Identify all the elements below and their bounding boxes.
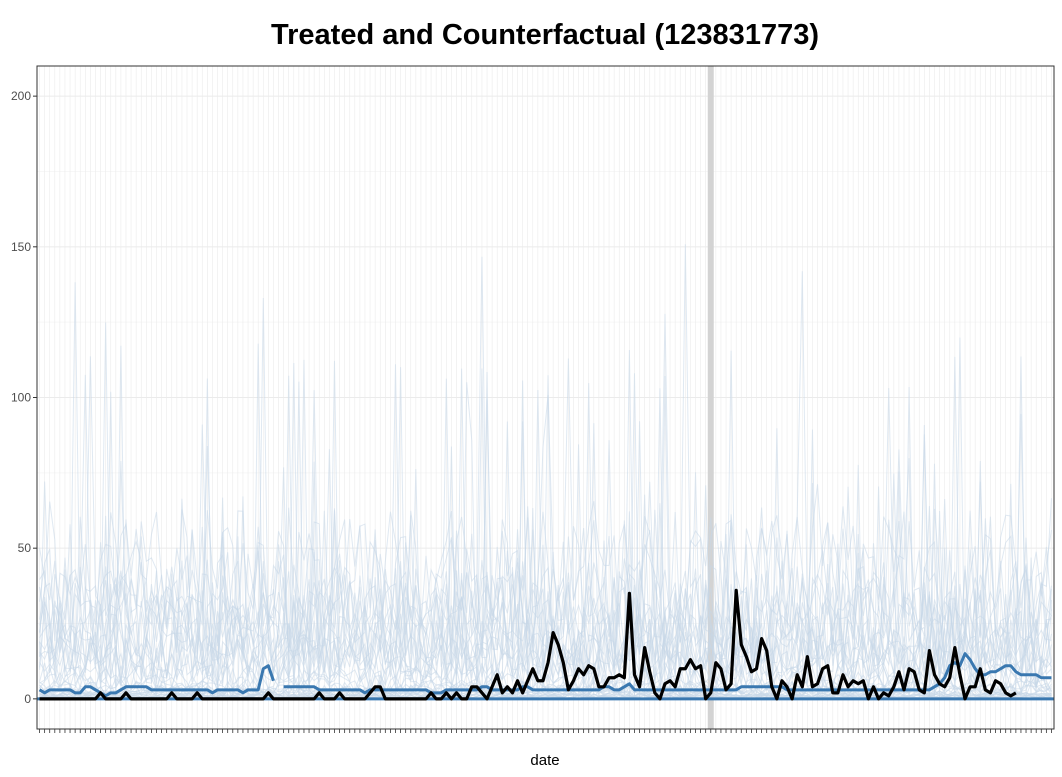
y-tick-label: 50	[18, 541, 32, 555]
control-series-line	[39, 557, 1052, 682]
y-tick-label: 0	[24, 692, 31, 706]
treated-line	[39, 588, 1017, 701]
control-series-line	[39, 244, 1052, 665]
x-axis-title: date	[530, 752, 559, 769]
control-series-line	[39, 399, 1052, 663]
control-series-line	[39, 282, 1052, 680]
y-axis: 0 50 100 150 200	[11, 89, 37, 706]
plot-panel	[36, 65, 1055, 730]
chart-title: Treated and Counterfactual (123831773)	[271, 19, 819, 51]
treatment-date-band	[707, 66, 714, 729]
y-tick-label: 150	[11, 240, 31, 254]
control-series-line	[39, 364, 1052, 694]
control-series-line	[39, 395, 1052, 676]
treated-series	[39, 588, 1017, 701]
y-tick-label: 200	[11, 89, 31, 103]
y-tick-label: 100	[11, 391, 31, 405]
x-axis	[39, 729, 1052, 733]
control-series	[37, 244, 1054, 701]
control-series-line	[39, 387, 1052, 670]
control-series-line	[39, 633, 1052, 689]
